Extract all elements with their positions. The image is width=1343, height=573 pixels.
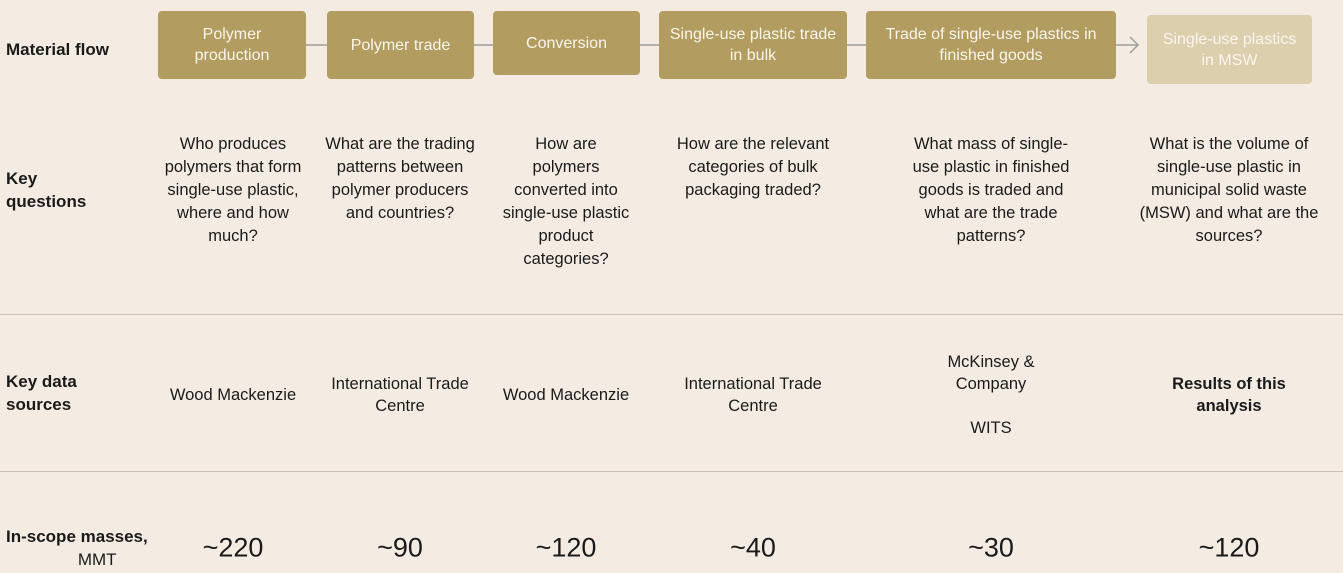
mass-value: ~40 [730,532,776,563]
sources: Results of this analysis [1149,373,1309,417]
sources: Wood Mackenzie [153,384,313,406]
question: What mass of single-use plastic in finis… [912,135,1070,245]
question: What are the trading patterns between po… [325,135,475,222]
mass-value: ~90 [377,532,423,563]
question: How are polymers converted into single-u… [502,135,630,268]
stage-box: Single-use plastic trade in bulk [659,11,847,79]
source: Results of this analysis [1172,375,1286,415]
question: Who produces polymers that form single-u… [164,135,302,245]
question: How are the relevant categories of bulk … [676,135,830,199]
connectors [306,36,1140,54]
mass-value: ~30 [968,532,1014,563]
mass-value: ~120 [535,532,597,563]
sources: International Trade Centre [320,373,480,417]
stage-box: Single-use plastics in MSW [1147,15,1312,84]
row-label: Key questions [6,169,87,211]
stage-box: Trade of single-use plastics in finished… [866,11,1116,79]
separator [0,471,1343,472]
source: McKinsey & Company [947,353,1035,393]
mass-value: ~120 [1198,532,1260,563]
mass-value: ~220 [202,532,264,563]
source: Wood Mackenzie [502,386,630,404]
arrow-head [1129,36,1140,54]
row-label-wrap: masses, MMT [6,548,117,571]
sources: International Trade Centre [673,373,833,417]
question: What is the volume of single-use plastic… [1139,135,1319,245]
source: Wood Mackenzie [169,386,297,404]
sources: McKinsey & Company WITS [931,351,1051,439]
stage-box: Conversion [493,11,640,75]
stage-box: Polymer trade [327,11,474,79]
row-label: In-scope masses,masses, [6,525,148,571]
source: WITS [970,419,1012,437]
unit: MMT [77,550,117,569]
source: International Trade Centre [684,375,822,415]
row-label-text: In-scope masses, [6,527,148,546]
sources: Wood Mackenzie [486,384,646,406]
source: International Trade Centre [331,375,469,415]
stage-box: Polymer production [158,11,306,79]
row-label: Material flow [6,40,109,59]
separator [0,314,1343,315]
row-label: Key data sources [6,372,77,414]
